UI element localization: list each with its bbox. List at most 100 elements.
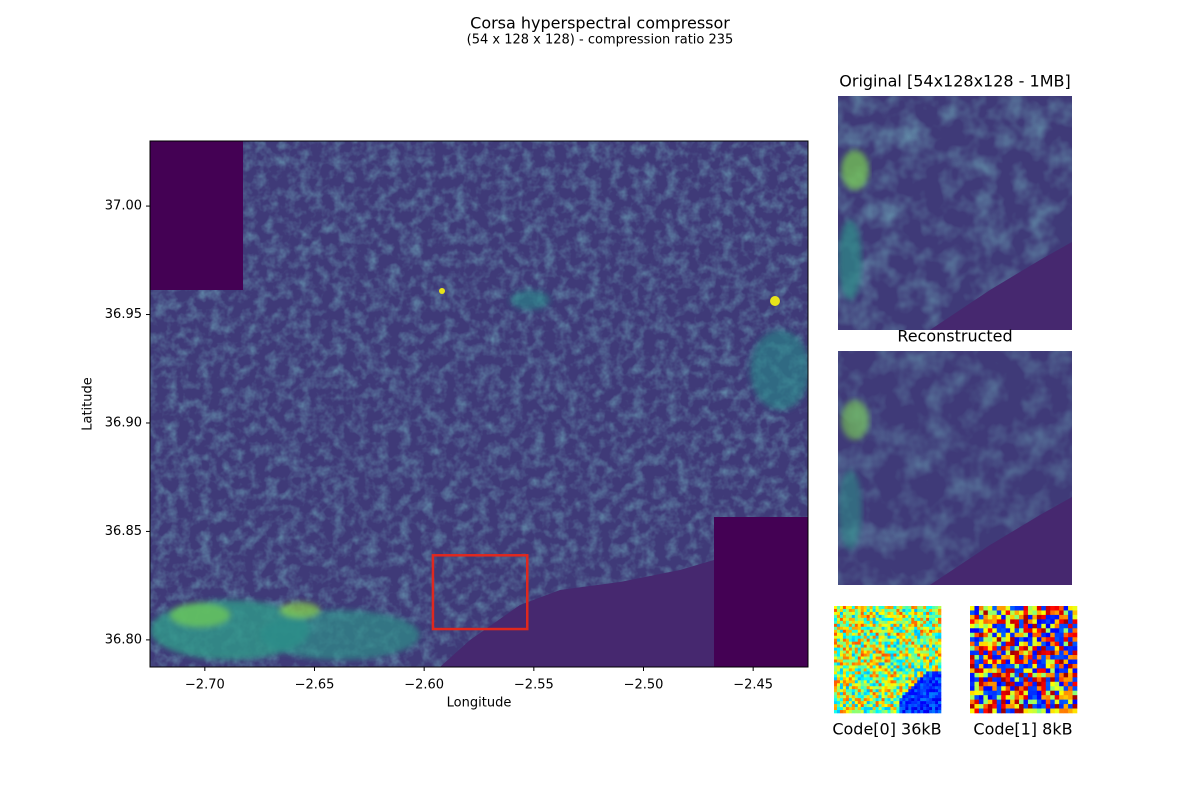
code-pixel xyxy=(908,683,912,687)
code-pixel xyxy=(881,677,885,681)
code-pixel xyxy=(987,637,993,642)
code-pixel xyxy=(890,674,894,678)
code-pixel xyxy=(866,668,870,672)
code-pixel xyxy=(992,699,998,705)
code-pixel xyxy=(1050,668,1056,674)
code-pixel xyxy=(1001,681,1006,687)
code-pixel xyxy=(896,662,900,666)
code-pixel xyxy=(896,704,900,708)
code-pixel xyxy=(992,628,998,634)
code-pixel xyxy=(996,659,1002,665)
code-pixel xyxy=(857,635,862,639)
code-pixel xyxy=(845,686,850,690)
code-pixel xyxy=(929,626,933,631)
code-pixel xyxy=(866,629,870,634)
code-pixel xyxy=(1001,672,1006,678)
code-pixel xyxy=(851,662,856,666)
code-pixel xyxy=(1005,610,1011,616)
code-pixel xyxy=(848,707,853,711)
code-pixel xyxy=(1059,681,1064,687)
code-pixel xyxy=(863,680,867,684)
code-pixel xyxy=(926,659,930,663)
code-pixel xyxy=(926,689,930,693)
code-pixel xyxy=(845,689,850,693)
code-pixel xyxy=(869,656,873,660)
code-pixel xyxy=(905,695,909,699)
code-pixel xyxy=(923,710,927,714)
code-pixel xyxy=(890,686,894,690)
code-pixel xyxy=(881,692,885,696)
code-pixel xyxy=(938,668,942,672)
code-pixel xyxy=(899,662,903,666)
code-pixel xyxy=(1072,628,1078,634)
code-pixel xyxy=(917,668,921,672)
code-pixel xyxy=(878,641,882,645)
code-pixel xyxy=(1010,663,1015,669)
code-pixel xyxy=(1032,704,1038,709)
code-pixel xyxy=(1054,672,1060,678)
code-pixel xyxy=(920,704,924,708)
code-pixel xyxy=(996,619,1002,625)
code-pixel xyxy=(917,665,921,669)
code-pixel xyxy=(842,695,847,699)
code-pixel xyxy=(1019,646,1024,651)
code-pixel xyxy=(878,662,882,666)
code-pixel xyxy=(875,656,879,660)
code-pixel xyxy=(890,614,894,619)
code-pixel xyxy=(863,620,867,625)
code-pixel xyxy=(1032,695,1038,700)
code-pixel xyxy=(836,656,841,660)
code-pixel xyxy=(884,683,888,687)
code-pixel xyxy=(872,668,876,672)
code-pixel xyxy=(866,662,870,666)
code-pixel xyxy=(1036,668,1042,674)
code-pixel xyxy=(866,626,870,631)
code-pixel xyxy=(860,620,865,625)
code-pixel xyxy=(992,650,998,656)
code-pixel xyxy=(869,650,873,654)
code-pixel xyxy=(884,617,888,622)
code-pixel xyxy=(908,617,912,622)
code-pixel xyxy=(863,644,867,648)
code-pixel xyxy=(987,655,993,660)
code-pixel xyxy=(992,655,998,660)
code-pixel xyxy=(923,656,927,660)
code-pixel xyxy=(842,641,847,645)
code-pixel xyxy=(1023,672,1029,678)
code-pixel xyxy=(860,680,865,684)
code-pixel xyxy=(992,668,998,674)
code-pixel xyxy=(899,647,903,651)
code-pixel xyxy=(875,659,879,663)
code-pixel xyxy=(863,665,867,669)
code-pixel xyxy=(872,680,876,684)
code-pixel xyxy=(854,674,859,678)
code-pixel xyxy=(1019,623,1024,629)
code-pixel xyxy=(881,644,885,648)
code-pixel xyxy=(987,641,993,647)
code-pixel xyxy=(1041,708,1047,714)
code-pixel xyxy=(878,674,882,678)
code-pixel xyxy=(908,653,912,657)
code-pixel xyxy=(869,629,873,634)
code-pixel xyxy=(923,695,927,699)
code-pixel xyxy=(1068,672,1073,678)
code-pixel xyxy=(875,710,879,714)
code-pixel xyxy=(1059,632,1064,638)
code-pixel xyxy=(854,686,859,690)
code-pixel xyxy=(1072,614,1078,620)
code-pixel xyxy=(896,665,900,669)
code-pixel xyxy=(935,704,939,708)
code-pixel xyxy=(857,623,862,628)
code-pixel xyxy=(1036,637,1042,642)
code-pixel xyxy=(896,677,900,681)
code-pixel xyxy=(836,710,841,714)
code-pixel xyxy=(923,674,927,678)
code-pixel xyxy=(1072,646,1078,651)
code-pixel xyxy=(872,674,876,678)
code-pixel xyxy=(920,701,924,705)
code-pixel xyxy=(996,686,1002,692)
code-pixel xyxy=(926,704,930,708)
code-pixel xyxy=(854,620,859,625)
code-pixel xyxy=(863,707,867,711)
code-pixel xyxy=(881,704,885,708)
